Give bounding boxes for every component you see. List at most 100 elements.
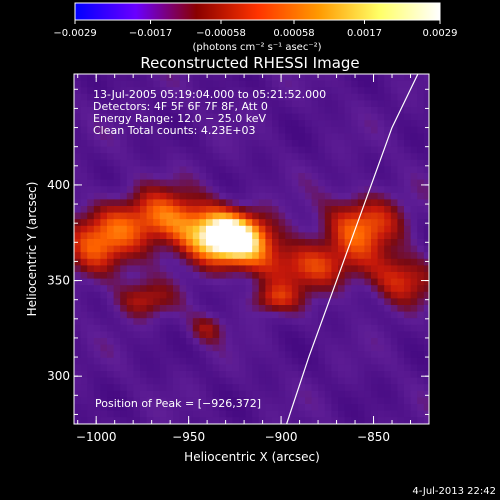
heatmap-cell	[338, 377, 346, 385]
heatmap-cell	[324, 206, 332, 214]
heatmap-cell	[311, 258, 319, 266]
heatmap-cell	[423, 278, 429, 286]
heatmap-cell	[192, 192, 200, 200]
heatmap-cell	[146, 140, 154, 148]
heatmap-cell	[397, 186, 405, 194]
heatmap-cell	[397, 357, 405, 365]
heatmap-cell	[344, 107, 352, 115]
heatmap-cell	[232, 153, 240, 161]
heatmap-cell	[219, 153, 227, 161]
heatmap-cell	[225, 291, 233, 299]
heatmap-cell	[199, 153, 207, 161]
heatmap-cell	[324, 87, 332, 95]
heatmap-cell	[212, 311, 220, 319]
heatmap-cell	[192, 410, 200, 418]
heatmap-cell	[410, 278, 418, 286]
heatmap-cell	[410, 397, 418, 405]
heatmap-cell	[377, 100, 385, 108]
heatmap-cell	[192, 74, 200, 82]
heatmap-cell	[331, 417, 339, 424]
heatmap-cell	[179, 159, 187, 167]
heatmap-cell	[364, 245, 372, 253]
heatmap-cell	[126, 87, 134, 95]
heatmap-cell	[107, 80, 115, 88]
heatmap-cell	[278, 404, 286, 412]
heatmap-cell	[351, 133, 359, 141]
heatmap-cell	[153, 265, 161, 273]
heatmap-cell	[225, 120, 233, 128]
heatmap-cell	[186, 371, 194, 379]
heatmap-cell	[74, 87, 82, 95]
heatmap-cell	[318, 338, 326, 346]
heatmap-cell	[384, 206, 392, 214]
heatmap-cell	[318, 291, 326, 299]
heatmap-cell	[107, 298, 115, 306]
heatmap-cell	[146, 192, 154, 200]
heatmap-cell	[397, 159, 405, 167]
heatmap-cell	[285, 179, 293, 187]
heatmap-cell	[390, 338, 398, 346]
heatmap-cell	[206, 80, 214, 88]
heatmap-cell	[417, 87, 425, 95]
heatmap-cell	[324, 410, 332, 418]
heatmap-cell	[423, 140, 429, 148]
heatmap-cell	[265, 318, 273, 326]
heatmap-cell	[272, 331, 280, 339]
heatmap-cell	[173, 245, 181, 253]
heatmap-cell	[192, 258, 200, 266]
heatmap-cell	[192, 265, 200, 273]
heatmap-cell	[173, 87, 181, 95]
heatmap-cell	[252, 166, 260, 174]
heatmap-cell	[107, 364, 115, 372]
heatmap-cell	[245, 344, 253, 352]
heatmap-cell	[225, 212, 233, 220]
heatmap-cell	[258, 410, 266, 418]
heatmap-cell	[100, 159, 108, 167]
heatmap-cell	[357, 126, 365, 134]
heatmap-cell	[80, 133, 88, 141]
heatmap-cell	[133, 120, 141, 128]
heatmap-cell	[371, 390, 379, 398]
heatmap-cell	[186, 357, 194, 365]
heatmap-cell	[252, 285, 260, 293]
heatmap-cell	[186, 265, 194, 273]
heatmap-cell	[140, 186, 148, 194]
heatmap-cell	[133, 364, 141, 372]
heatmap-cell	[384, 107, 392, 115]
heatmap-cell	[93, 100, 101, 108]
heatmap-cell	[410, 318, 418, 326]
heatmap-cell	[173, 298, 181, 306]
heatmap-cell	[410, 93, 418, 101]
heatmap-cell	[252, 265, 260, 273]
heatmap-cell	[107, 212, 115, 220]
heatmap-cell	[107, 179, 115, 187]
heatmap-cell	[245, 384, 253, 392]
heatmap-cell	[192, 397, 200, 405]
heatmap-cell	[206, 173, 214, 181]
heatmap-cell	[364, 344, 372, 352]
heatmap-cell	[265, 285, 273, 293]
heatmap-cell	[377, 239, 385, 247]
heatmap-cell	[305, 80, 313, 88]
heatmap-cell	[126, 371, 134, 379]
heatmap-cell	[225, 311, 233, 319]
heatmap-cell	[397, 80, 405, 88]
heatmap-cell	[298, 318, 306, 326]
heatmap-cell	[239, 166, 247, 174]
heatmap-cell	[410, 252, 418, 260]
heatmap-cell	[410, 371, 418, 379]
heatmap-cell	[107, 159, 115, 167]
heatmap-cell	[331, 265, 339, 273]
heatmap-cell	[245, 74, 253, 82]
heatmap-cell	[364, 357, 372, 365]
heatmap-cell	[338, 140, 346, 148]
heatmap-cell	[126, 417, 134, 424]
heatmap-cell	[291, 199, 299, 207]
heatmap-cell	[153, 245, 161, 253]
heatmap-cell	[305, 239, 313, 247]
heatmap-cell	[245, 278, 253, 286]
heatmap-cell	[258, 298, 266, 306]
heatmap-cell	[285, 338, 293, 346]
heatmap-cell	[298, 225, 306, 233]
heatmap-cell	[120, 410, 128, 418]
